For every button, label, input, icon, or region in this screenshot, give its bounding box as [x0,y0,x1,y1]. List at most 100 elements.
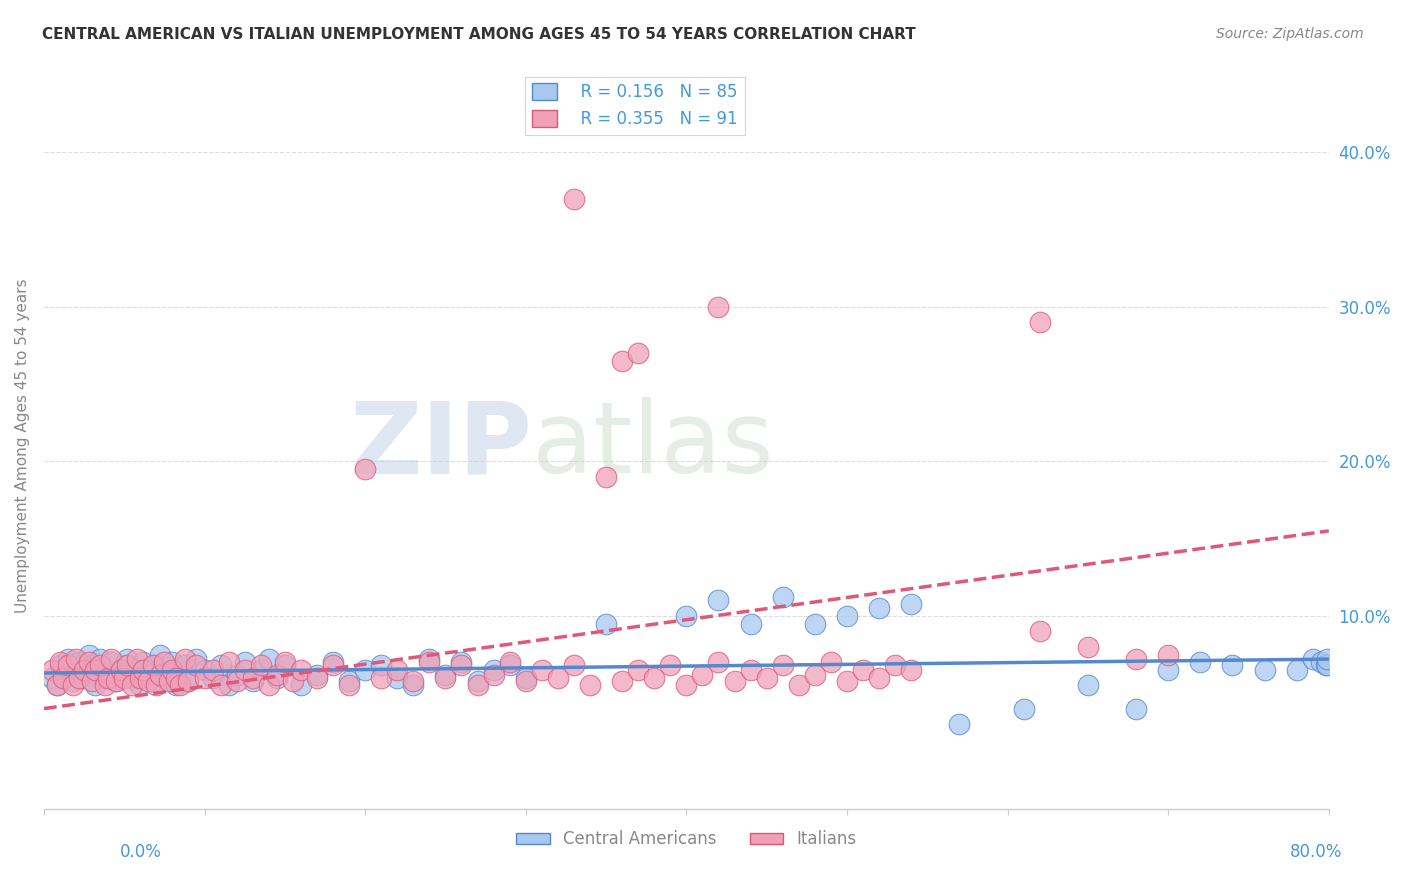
Point [337,678,360,692]
Legend:   R = 0.156   N = 85,   R = 0.355   N = 91: R = 0.156 N = 85, R = 0.355 N = 91 [526,77,745,135]
Point [186,658,208,673]
Point [257,652,280,666]
Point [820,655,842,669]
Point [322,658,344,673]
Point [515,671,537,685]
Point [77,648,100,662]
Point [530,663,553,677]
Point [1253,663,1275,677]
Point [84,678,107,692]
Point [65,663,87,677]
Point [249,658,271,673]
Point [77,655,100,669]
Point [723,673,745,688]
Text: 0.0%: 0.0% [120,843,162,861]
Point [121,671,143,685]
Text: 80.0%: 80.0% [1291,843,1343,861]
Point [49,658,72,673]
Point [125,663,148,677]
Point [402,673,425,688]
Point [1077,678,1099,692]
Point [129,678,152,692]
Point [467,673,489,688]
Point [148,667,170,681]
Point [266,671,288,685]
Point [1125,701,1147,715]
Point [105,673,128,688]
Point [94,678,117,692]
Point [80,658,103,673]
Point [900,663,922,677]
Point [274,658,297,673]
Point [41,663,63,677]
Point [1125,652,1147,666]
Point [177,673,200,688]
Point [257,678,280,692]
Point [868,601,890,615]
Point [948,717,970,731]
Point [707,655,730,669]
Point [157,663,180,677]
Point [1316,652,1339,666]
Point [84,663,107,677]
Point [627,346,650,360]
Point [169,678,191,692]
Point [1028,624,1050,639]
Point [354,663,377,677]
Point [835,608,858,623]
Point [100,655,122,669]
Point [1285,663,1308,677]
Point [1316,658,1339,673]
Point [418,652,440,666]
Point [1028,315,1050,329]
Y-axis label: Unemployment Among Ages 45 to 54 years: Unemployment Among Ages 45 to 54 years [15,278,30,613]
Point [434,671,457,685]
Point [418,655,440,669]
Point [165,671,187,685]
Point [755,671,778,685]
Point [835,673,858,688]
Point [56,652,79,666]
Point [80,673,103,688]
Point [153,671,176,685]
Point [177,673,200,688]
Point [125,652,148,666]
Point [117,652,139,666]
Point [387,663,409,677]
Point [132,663,155,677]
Point [225,667,247,681]
Point [233,663,256,677]
Point [100,652,122,666]
Point [274,655,297,669]
Point [242,673,264,688]
Point [174,658,197,673]
Point [595,616,617,631]
Point [610,354,633,368]
Point [675,608,697,623]
Point [370,671,392,685]
Point [117,658,139,673]
Point [659,658,682,673]
Point [707,593,730,607]
Point [112,658,135,673]
Point [201,663,224,677]
Point [56,658,79,673]
Point [772,591,794,605]
Point [209,678,232,692]
Point [136,673,159,688]
Point [498,655,520,669]
Point [900,597,922,611]
Point [1157,663,1180,677]
Point [41,671,63,685]
Point [110,667,132,681]
Point [218,678,240,692]
Point [515,673,537,688]
Point [145,658,167,673]
Point [281,673,304,688]
Point [148,648,170,662]
Point [112,671,135,685]
Point [402,678,425,692]
Point [482,663,505,677]
Point [692,667,714,681]
Point [89,658,111,673]
